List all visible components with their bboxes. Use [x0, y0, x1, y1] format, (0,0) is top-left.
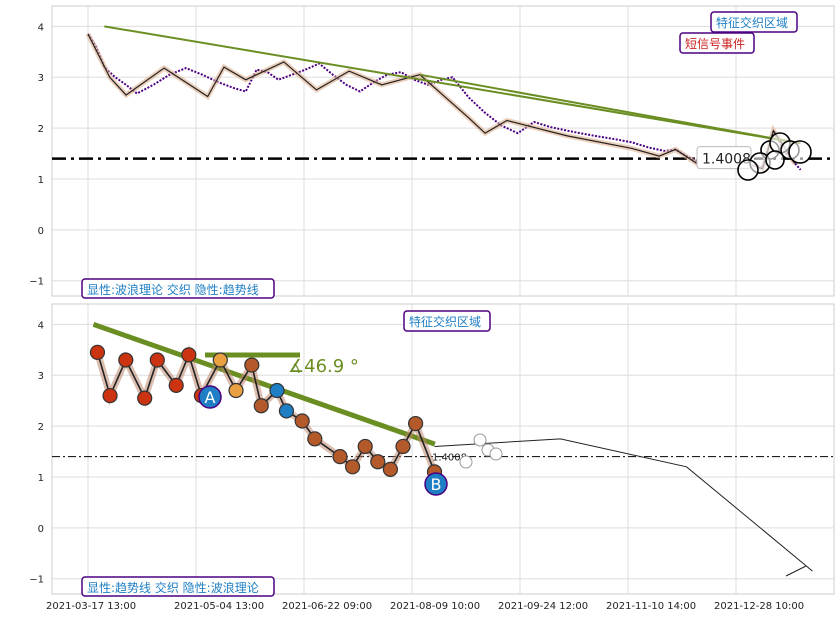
- bottom-reference-label: 1.4008: [432, 453, 467, 464]
- y-tick-label: 0: [38, 226, 44, 237]
- wave-marker: [118, 352, 134, 368]
- x-tick-label: 2021-06-22 09:00: [282, 601, 372, 612]
- small-cluster-circle: [489, 447, 503, 461]
- wave-marker: [253, 398, 269, 414]
- forecast-curve: [434, 438, 813, 572]
- bottom-event-label: 特征交织区域: [409, 314, 481, 329]
- x-tick-label: 2021-09-24 12:00: [498, 601, 588, 612]
- y-tick-label: 4: [38, 320, 44, 331]
- wave-marker: [408, 415, 424, 432]
- y-tick-label: 2: [38, 422, 44, 433]
- top-label-text: 显性:波浪理论 交织 隐性:趋势线: [87, 282, 259, 297]
- x-tick-label: 2021-03-17 13:00: [46, 601, 136, 612]
- marker-label-B: B: [431, 475, 442, 494]
- small-cluster-circle: [459, 455, 473, 469]
- x-tick-label: 2021-05-04 13:00: [174, 601, 264, 612]
- wave-marker: [294, 413, 310, 429]
- wave-marker: [357, 438, 373, 455]
- wave-marker: [149, 352, 165, 368]
- marker-B: [424, 472, 448, 496]
- cluster-circle: [788, 140, 812, 164]
- cluster-circle: [765, 150, 785, 170]
- top-event-label-2: 短信号事件: [685, 37, 745, 51]
- wave-marker: [332, 449, 348, 465]
- wave-marker: [89, 344, 106, 360]
- angle-label: ∡46.9 °: [288, 356, 359, 377]
- trend-line-2: [419, 73, 796, 144]
- cluster-circle: [737, 159, 759, 181]
- wave-marker: [269, 382, 285, 399]
- y-tick-label: 4: [38, 22, 44, 33]
- bottom-plot-area: [51, 303, 835, 595]
- x-tick-label: 2021-08-09 10:00: [390, 601, 480, 612]
- wave-marker: [228, 382, 244, 399]
- wave-marker: [102, 387, 118, 404]
- trend-line-1: [104, 25, 801, 145]
- bottom-label-text: 显性:趋势线 交织 隐性:波浪理论: [87, 580, 259, 595]
- y-tick-label: 3: [38, 73, 44, 84]
- small-cluster-circle: [473, 433, 487, 447]
- y-tick-label: 3: [38, 371, 44, 382]
- wave-marker: [370, 454, 386, 470]
- wave-marker: [382, 461, 398, 477]
- wave-marker: [181, 347, 197, 363]
- chart-marks: 1.4008 A B 1.4008: [52, 25, 834, 577]
- wave-marker: [345, 459, 361, 475]
- y-tick-label: 1: [38, 175, 44, 186]
- wave-marker: [137, 390, 153, 406]
- wave-marker: [278, 403, 295, 419]
- x-tick-label: 2021-11-10 14:00: [606, 601, 696, 612]
- top-label-box: 显性:波浪理论 交织 隐性:趋势线: [81, 278, 275, 299]
- wave-marker: [244, 357, 260, 373]
- bottom-event-box: 特征交织区域: [403, 310, 491, 332]
- bottom-label-box: 显性:趋势线 交织 隐性:波浪理论: [81, 576, 275, 597]
- marker-A: [198, 385, 222, 409]
- top-event-box-1: 特征交织区域: [710, 11, 798, 33]
- top-event-label-1: 特征交织区域: [716, 15, 788, 30]
- bottom-trend-line: [92, 321, 436, 447]
- wave-marker: [168, 377, 184, 394]
- x-tick-label: 2021-12-28 10:00: [714, 601, 804, 612]
- y-tick-label: 1: [38, 473, 44, 484]
- y-tick-label: −1: [29, 277, 44, 288]
- axis-ticks: 4 3 2 1 0 −1 4 3 2 1 0 −1 2021-03-17 13:00 2021-05-04…: [29, 22, 804, 612]
- top-event-box-2: 短信号事件: [679, 32, 755, 54]
- y-tick-label: −1: [29, 575, 44, 586]
- marker-label-A: A: [205, 388, 216, 407]
- y-tick-label: 0: [38, 524, 44, 535]
- wave-marker: [307, 431, 323, 447]
- forecast-end-cap: [785, 565, 807, 577]
- wave-marker: [212, 352, 228, 368]
- wave-marker: [395, 438, 411, 455]
- y-tick-label: 2: [38, 124, 44, 135]
- reference-label: 1.4008: [702, 152, 751, 168]
